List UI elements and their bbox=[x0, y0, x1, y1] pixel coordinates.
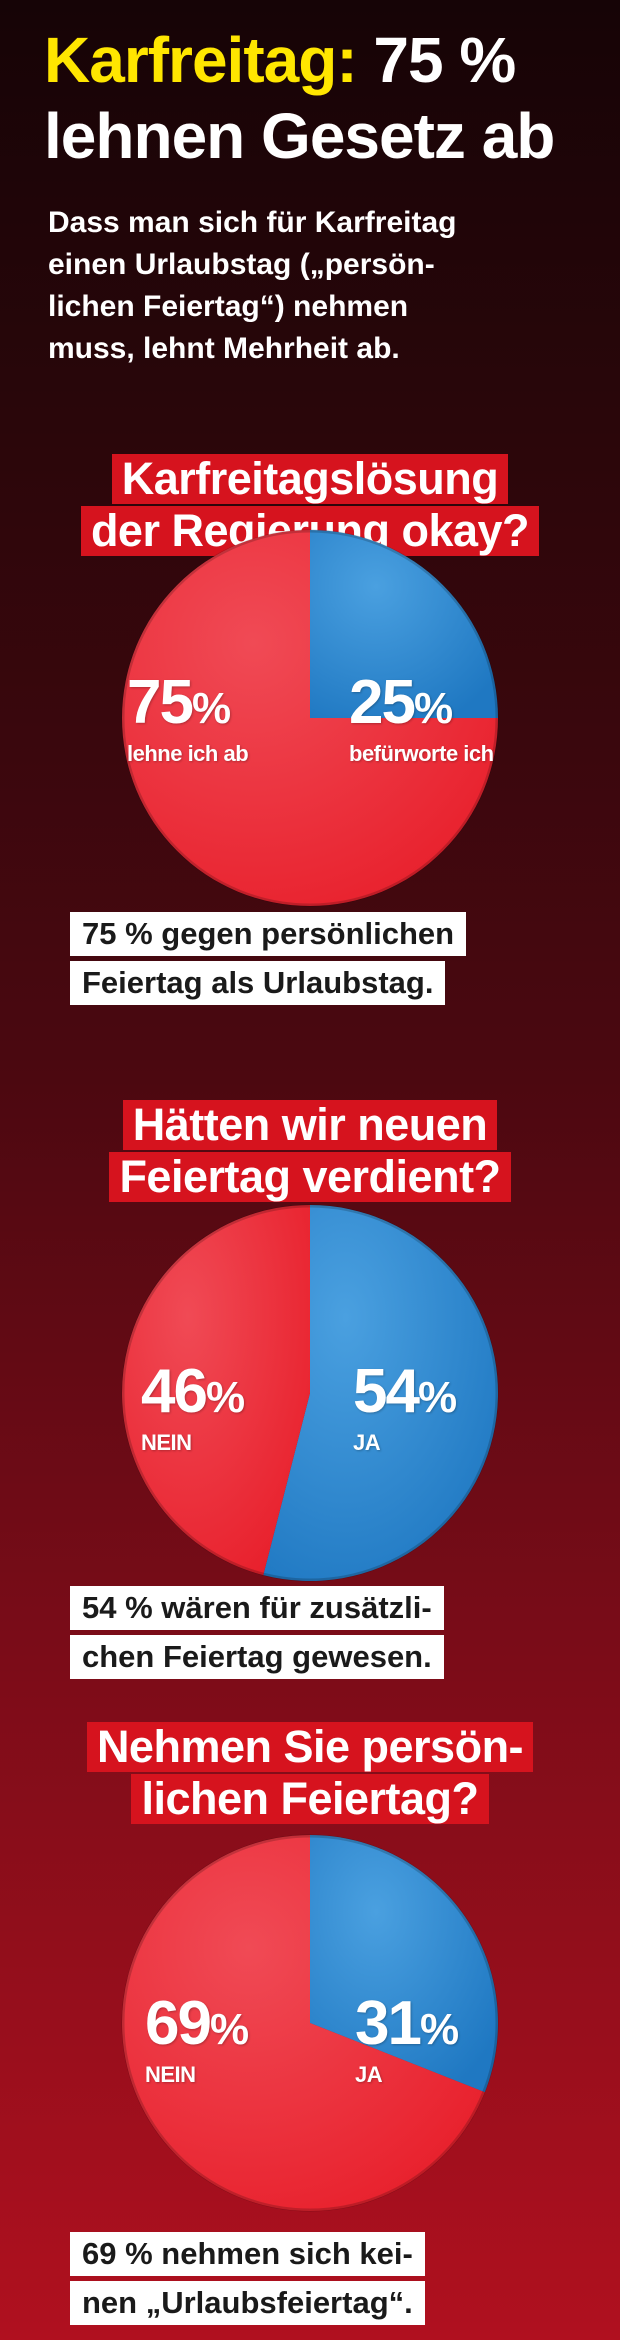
chart-2-pct-no: 46% bbox=[141, 1357, 246, 1426]
chart-1-sub-yes: befürworte ich bbox=[349, 741, 494, 766]
chart-2-title: Hätten wir neuen Feiertag verdient? bbox=[0, 1098, 620, 1202]
chart-1-caption: 75 % gegen persönlichen Feiertag als Url… bbox=[70, 912, 590, 1010]
headline-highlight: Karfreitag: bbox=[44, 24, 358, 96]
chart-1-pie: 75% lehne ich ab 25% befürworte ich bbox=[117, 525, 503, 911]
chart-2-caption-line: 54 % wären für zusätzli- bbox=[70, 1586, 444, 1630]
headline-line-1: Karfreitag: 75 % bbox=[44, 22, 604, 98]
chart-3-caption-line: 69 % nehmen sich kei- bbox=[70, 2232, 425, 2276]
chart-1-caption-line: Feiertag als Urlaubstag. bbox=[70, 961, 446, 1005]
intro-line: Dass man sich für Karfreitag bbox=[48, 206, 457, 239]
chart-3-title: Nehmen Sie persön- lichen Feiertag? bbox=[0, 1720, 620, 1824]
pie-slice-yes bbox=[263, 1205, 499, 1581]
intro-line: muss, lehnt Mehrheit ab. bbox=[48, 332, 400, 365]
headline-line-2: lehnen Gesetz ab bbox=[44, 100, 555, 172]
chart-1-pie-svg bbox=[121, 529, 499, 907]
chart-2-caption: 54 % wären für zusätzli- chen Feiertag g… bbox=[70, 1586, 590, 1684]
chart-2-label-no: 46% NEIN bbox=[141, 1360, 245, 1456]
pie-slice-yes bbox=[310, 530, 498, 718]
chart-3-caption-line: nen „Urlaubsfeiertag“. bbox=[70, 2281, 425, 2325]
chart-3-sub-no: NEIN bbox=[145, 2062, 196, 2087]
chart-3-title-line: Nehmen Sie persön- bbox=[86, 1722, 534, 1772]
chart-1-caption-line: 75 % gegen persönlichen bbox=[70, 912, 467, 956]
percent-sign: % bbox=[205, 1373, 246, 1422]
chart-2-pct-yes: 54% bbox=[353, 1357, 458, 1426]
chart-3-caption: 69 % nehmen sich kei- nen „Urlaubsfeiert… bbox=[70, 2232, 590, 2330]
chart-2-sub-no: NEIN bbox=[141, 1430, 192, 1455]
headline: Karfreitag: 75 % lehnen Gesetz ab bbox=[44, 22, 604, 174]
chart-3-label-no: 69% NEIN bbox=[145, 1992, 249, 2088]
chart-3-pct-no: 69% bbox=[145, 1989, 250, 2058]
chart-1-label-no: 75% lehne ich ab bbox=[127, 668, 249, 767]
percent-sign: % bbox=[209, 2005, 250, 2054]
chart-1-title-line: der Regierung okay? bbox=[80, 506, 540, 556]
chart-3-sub-yes: JA bbox=[355, 2062, 383, 2087]
chart-3-pie: 69% NEIN 31% JA bbox=[117, 1830, 503, 2216]
chart-2-caption-line: chen Feiertag gewesen. bbox=[70, 1635, 444, 1679]
chart-2-pie: 46% NEIN 54% JA bbox=[117, 1200, 503, 1586]
chart-2-title-line: Feiertag verdient? bbox=[109, 1152, 511, 1202]
percent-sign: % bbox=[413, 684, 454, 733]
intro-line: lichen Feiertag“) nehmen bbox=[48, 290, 409, 323]
chart-2-title-line: Hätten wir neuen bbox=[122, 1100, 498, 1150]
chart-1-pct-yes: 25% bbox=[349, 668, 454, 737]
chart-1-title: Karfreitagslösung der Regierung okay? bbox=[0, 452, 620, 556]
intro-line: einen Urlaubstag („persön- bbox=[48, 248, 435, 281]
pie-rim bbox=[121, 1834, 499, 2212]
chart-2-pie-svg bbox=[121, 1204, 499, 1582]
pie-rim bbox=[121, 1204, 499, 1582]
chart-1-sub-no: lehne ich ab bbox=[127, 741, 249, 766]
pie-slice-yes bbox=[310, 1835, 499, 2093]
chart-2-sub-yes: JA bbox=[353, 1430, 381, 1455]
percent-sign: % bbox=[419, 2005, 460, 2054]
percent-sign: % bbox=[417, 1373, 458, 1422]
chart-3-title-line: lichen Feiertag? bbox=[131, 1774, 489, 1824]
pie-rim bbox=[121, 529, 499, 907]
pie-slice-no bbox=[122, 1205, 311, 1576]
chart-3-pie-svg bbox=[121, 1834, 499, 2212]
pie-slice-no bbox=[122, 1835, 485, 2211]
percent-sign: % bbox=[191, 684, 232, 733]
chart-3-pct-yes: 31% bbox=[355, 1989, 460, 2058]
chart-2-label-yes: 54% JA bbox=[353, 1360, 457, 1456]
chart-3-label-yes: 31% JA bbox=[355, 1992, 459, 2088]
pie-slice-no bbox=[122, 530, 498, 906]
headline-percent: 75 % bbox=[373, 24, 516, 96]
chart-1-label-yes: 25% befürworte ich bbox=[349, 671, 494, 767]
intro-text: Dass man sich für Karfreitag einen Urlau… bbox=[48, 202, 608, 370]
chart-1-pct-no: 75% bbox=[127, 668, 232, 737]
chart-1-title-line: Karfreitagslösung bbox=[111, 454, 509, 504]
